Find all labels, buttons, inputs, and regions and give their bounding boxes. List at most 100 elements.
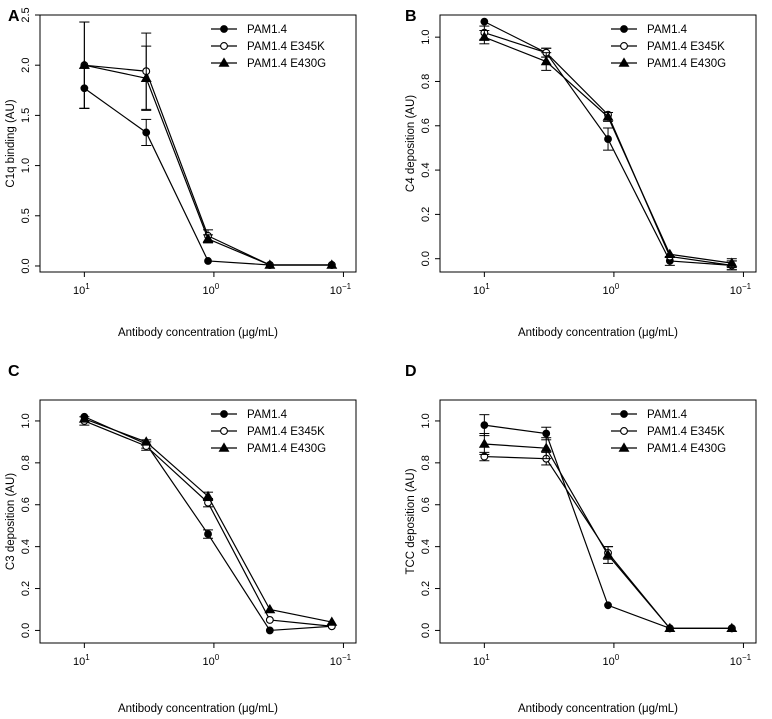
y-tick-label: 0.0 (20, 258, 32, 273)
legend-label: PAM1.4 E345K (647, 426, 725, 438)
y-tick-label: 0.8 (420, 455, 432, 470)
y-tick-label: 1.0 (20, 158, 32, 173)
y-tick-label: 0.0 (420, 251, 432, 266)
legend-marker (620, 410, 628, 418)
x-tick-base: 10 (73, 656, 85, 668)
y-axis-title: C1q binding (AU) (5, 99, 17, 187)
x-tick-exponent: 1 (485, 653, 490, 662)
x-tick-base: 10 (203, 285, 215, 297)
data-point (478, 31, 490, 41)
legend-label: PAM1.4 E345K (647, 41, 725, 53)
legend-label: PAM1.4 E430G (247, 58, 326, 70)
data-point (540, 55, 552, 66)
x-axis-title: Antibody concentration (μg/mL) (118, 327, 278, 339)
x-tick-base: 10 (730, 656, 742, 668)
plot-frame (439, 14, 757, 273)
data-point (478, 438, 490, 448)
legend-marker (220, 25, 228, 33)
x-tick-base: 10 (730, 285, 742, 297)
legend-label: PAM1.4 (247, 24, 288, 36)
x-tick-exponent: 0 (615, 282, 620, 291)
data-point (264, 603, 276, 614)
x-tick-label: 101 (473, 282, 490, 297)
legend: PAM1.4 PAM1.4 E345K PAM1.4 E430G (211, 24, 326, 70)
legend-label: PAM1.4 E345K (247, 41, 325, 53)
x-tick-exponent: −1 (342, 282, 352, 291)
data-point (140, 72, 152, 82)
legend-label: PAM1.4 (247, 409, 288, 421)
series-pam1-4 (480, 17, 737, 271)
legend-marker (220, 42, 228, 50)
panel-label: B (405, 8, 417, 25)
legend-marker (220, 427, 228, 435)
data-point (726, 622, 738, 633)
legend-label: PAM1.4 E430G (647, 58, 726, 70)
y-tick-label: 0.6 (420, 497, 432, 512)
x-tick-label: 101 (473, 653, 490, 668)
x-tick-exponent: −1 (742, 282, 752, 291)
series-line (484, 424, 732, 629)
y-tick-label: 2.5 (20, 7, 32, 22)
x-axis-title: Antibody concentration (μg/mL) (118, 703, 278, 715)
data-point (140, 436, 152, 446)
x-tick-label: 100 (203, 653, 220, 668)
data-point (265, 616, 274, 624)
x-tick-exponent: 0 (215, 282, 220, 291)
x-tick-base: 10 (203, 656, 215, 668)
y-axis-title: TCC deposition (AU) (405, 468, 417, 574)
data-point (664, 248, 676, 258)
data-point (602, 111, 614, 121)
x-tick-exponent: −1 (742, 653, 752, 662)
y-axis-title: C3 deposition (AU) (5, 473, 17, 570)
x-tick-label: 10−1 (730, 282, 752, 297)
y-tick-label: 0.2 (420, 207, 432, 222)
legend-marker (220, 410, 228, 418)
series-pam1-4-e345k (79, 416, 336, 631)
x-tick-label: 101 (73, 653, 90, 668)
data-point (326, 616, 338, 626)
y-tick-label: 1.0 (420, 30, 432, 45)
data-point (480, 17, 489, 26)
x-tick-exponent: 1 (85, 282, 90, 291)
data-point (602, 549, 614, 559)
data-point (664, 622, 676, 633)
data-point (540, 442, 552, 452)
y-tick-label: 1.0 (420, 413, 432, 428)
legend-label: PAM1.4 E345K (247, 426, 325, 438)
y-tick-label: 0.4 (420, 539, 432, 554)
data-point (204, 530, 212, 538)
y-tick-label: 1.5 (20, 108, 32, 123)
data-point (202, 490, 214, 501)
x-tick-base: 10 (330, 285, 342, 297)
data-point (604, 601, 612, 610)
legend-marker (620, 25, 628, 33)
x-tick-exponent: 0 (215, 653, 220, 662)
x-tick-label: 100 (603, 282, 620, 297)
data-point (326, 259, 338, 269)
data-point (204, 257, 212, 265)
legend-marker (618, 57, 630, 67)
legend-marker (620, 427, 628, 435)
y-tick-label: 0.6 (20, 497, 32, 512)
x-tick-label: 10−1 (330, 282, 352, 297)
y-tick-label: 0.4 (420, 162, 432, 177)
y-tick-label: 0.0 (20, 623, 32, 638)
x-tick-base: 10 (73, 285, 85, 297)
x-tick-label: 101 (73, 282, 90, 297)
y-tick-label: 0.4 (20, 539, 32, 554)
legend-label: PAM1.4 E430G (647, 443, 726, 455)
legend: PAM1.4 PAM1.4 E345K PAM1.4 E430G (211, 409, 326, 455)
legend-marker (218, 57, 230, 67)
data-point (202, 233, 214, 243)
x-tick-base: 10 (330, 656, 342, 668)
data-point (480, 421, 489, 430)
series-pam1-4-e430g (478, 433, 738, 633)
panel-label: A (8, 8, 20, 25)
plot-frame (39, 14, 357, 273)
y-tick-label: 0.2 (20, 581, 32, 596)
x-tick-label: 100 (603, 653, 620, 668)
data-point (78, 59, 90, 69)
